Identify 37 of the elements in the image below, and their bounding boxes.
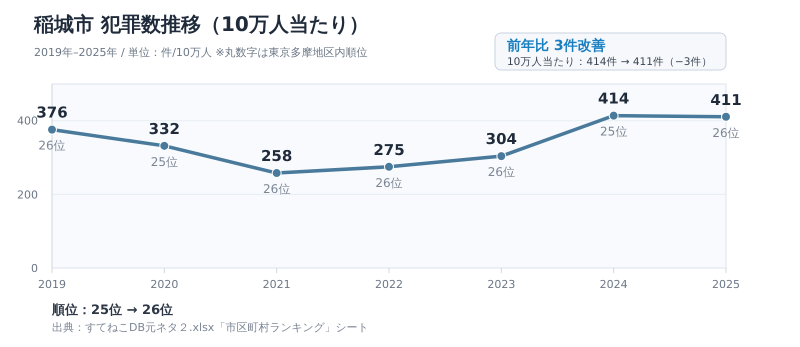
data-label: 304 xyxy=(486,130,517,148)
x-tick-label: 2024 xyxy=(600,278,628,291)
y-tick-label: 0 xyxy=(31,262,38,275)
point xyxy=(272,168,282,178)
x-tick-label: 2020 xyxy=(150,278,178,291)
point xyxy=(608,110,619,121)
data-label: 414 xyxy=(598,90,630,108)
x-tick-label: 2021 xyxy=(262,278,291,291)
annotation: 26位 xyxy=(712,126,740,140)
chart-title: 稲城市 犯罪数推移（10万人当たり） xyxy=(33,12,369,36)
data-label: 258 xyxy=(261,147,292,166)
x-tick-label: 2023 xyxy=(487,278,516,291)
point xyxy=(159,140,170,151)
x-tick-label: 2019 xyxy=(38,278,66,291)
x-tick-label: 2022 xyxy=(375,278,403,291)
data-label: 275 xyxy=(373,140,405,159)
data-label: 332 xyxy=(148,120,180,138)
data-label: 411 xyxy=(710,90,742,109)
point xyxy=(384,162,394,172)
y-tick-label: 400 xyxy=(17,114,38,128)
data-label: 376 xyxy=(36,104,68,122)
annotation: 25位 xyxy=(150,154,178,169)
annotation: 26位 xyxy=(375,176,403,190)
text: 順位：25位 → 26位 xyxy=(51,303,174,318)
x-tick-label: 2025 xyxy=(712,278,740,291)
annotation: 25位 xyxy=(600,124,628,139)
annotation: 26位 xyxy=(263,182,290,196)
point xyxy=(496,151,506,162)
annotation: 26位 xyxy=(488,165,515,180)
text: 前年比 3件改善 xyxy=(506,37,606,54)
point xyxy=(47,124,57,135)
chart-subtitle: 2019年–2025年 / 単位：件/10万人 ※丸数字は東京多摩地区内順位 xyxy=(34,46,368,59)
source-note: 出典：すてねこDB元ネタ２.xlsx「市区町村ランキング」シート xyxy=(52,321,368,334)
annotation: 26位 xyxy=(38,138,66,153)
text: 10万人当たり：414件 → 411件（−3件） xyxy=(507,56,712,68)
point xyxy=(721,112,731,122)
y-tick-label: 200 xyxy=(17,188,38,202)
